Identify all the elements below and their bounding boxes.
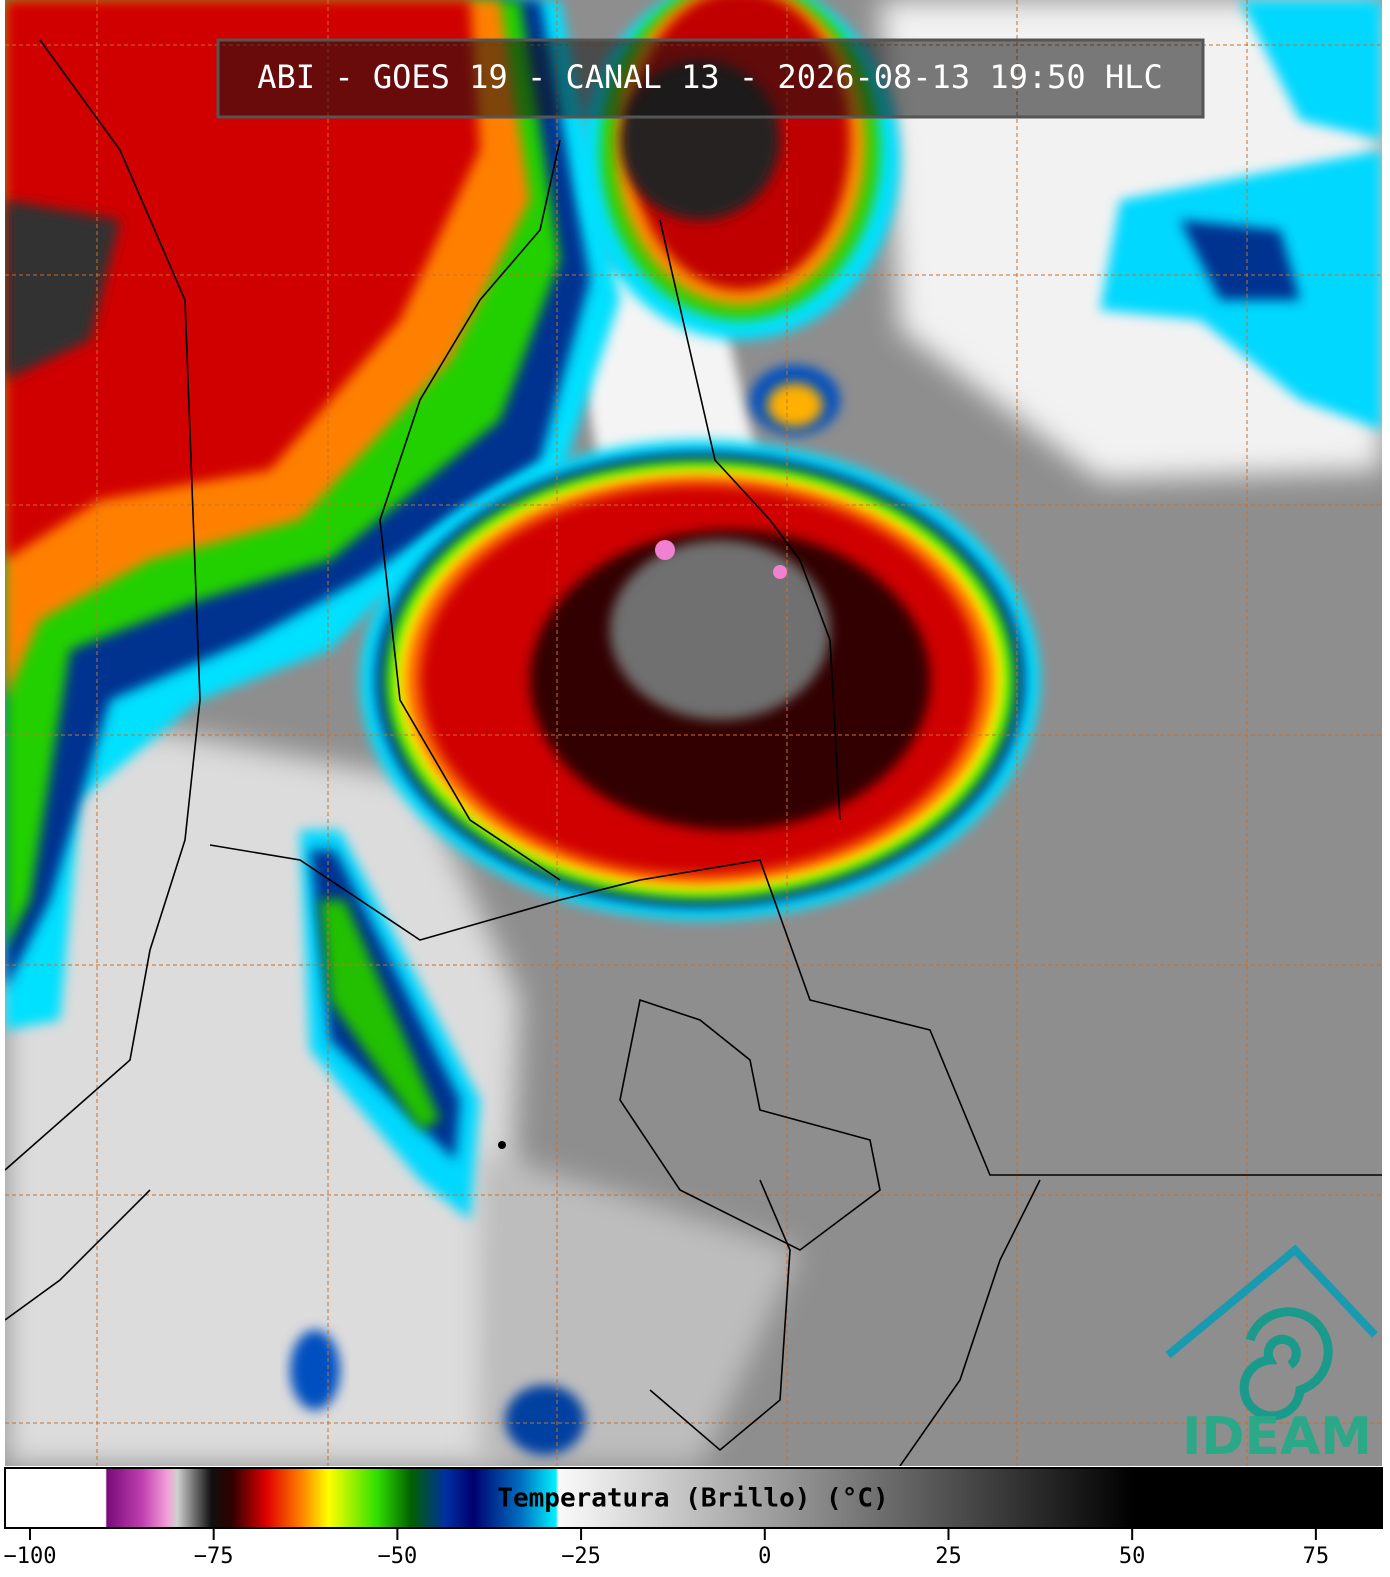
title: ABI - GOES 19 - CANAL 13 - 2026-08-13 19…	[257, 58, 1162, 96]
logo: IDEAM	[1165, 1244, 1378, 1467]
tick-label: 25	[935, 1544, 962, 1569]
city-marker	[498, 1141, 506, 1149]
colorbar-label: Temperatura (Brillo) (°C)	[497, 1484, 888, 1514]
title-box	[216, 38, 1205, 119]
tick-label: −25	[561, 1544, 601, 1569]
tick-label: 50	[1119, 1544, 1146, 1569]
borders	[5, 39, 1382, 1466]
logo-text: IDEAM	[1182, 1407, 1372, 1467]
colorbar	[4, 1467, 1383, 1529]
satellite-image	[5, 0, 1382, 1466]
tick-label: −50	[378, 1544, 418, 1569]
tick-label: 75	[1303, 1544, 1330, 1569]
tick-label: −100	[3, 1544, 56, 1569]
tick-label: −75	[194, 1544, 234, 1569]
tick-label: 0	[758, 1544, 771, 1569]
